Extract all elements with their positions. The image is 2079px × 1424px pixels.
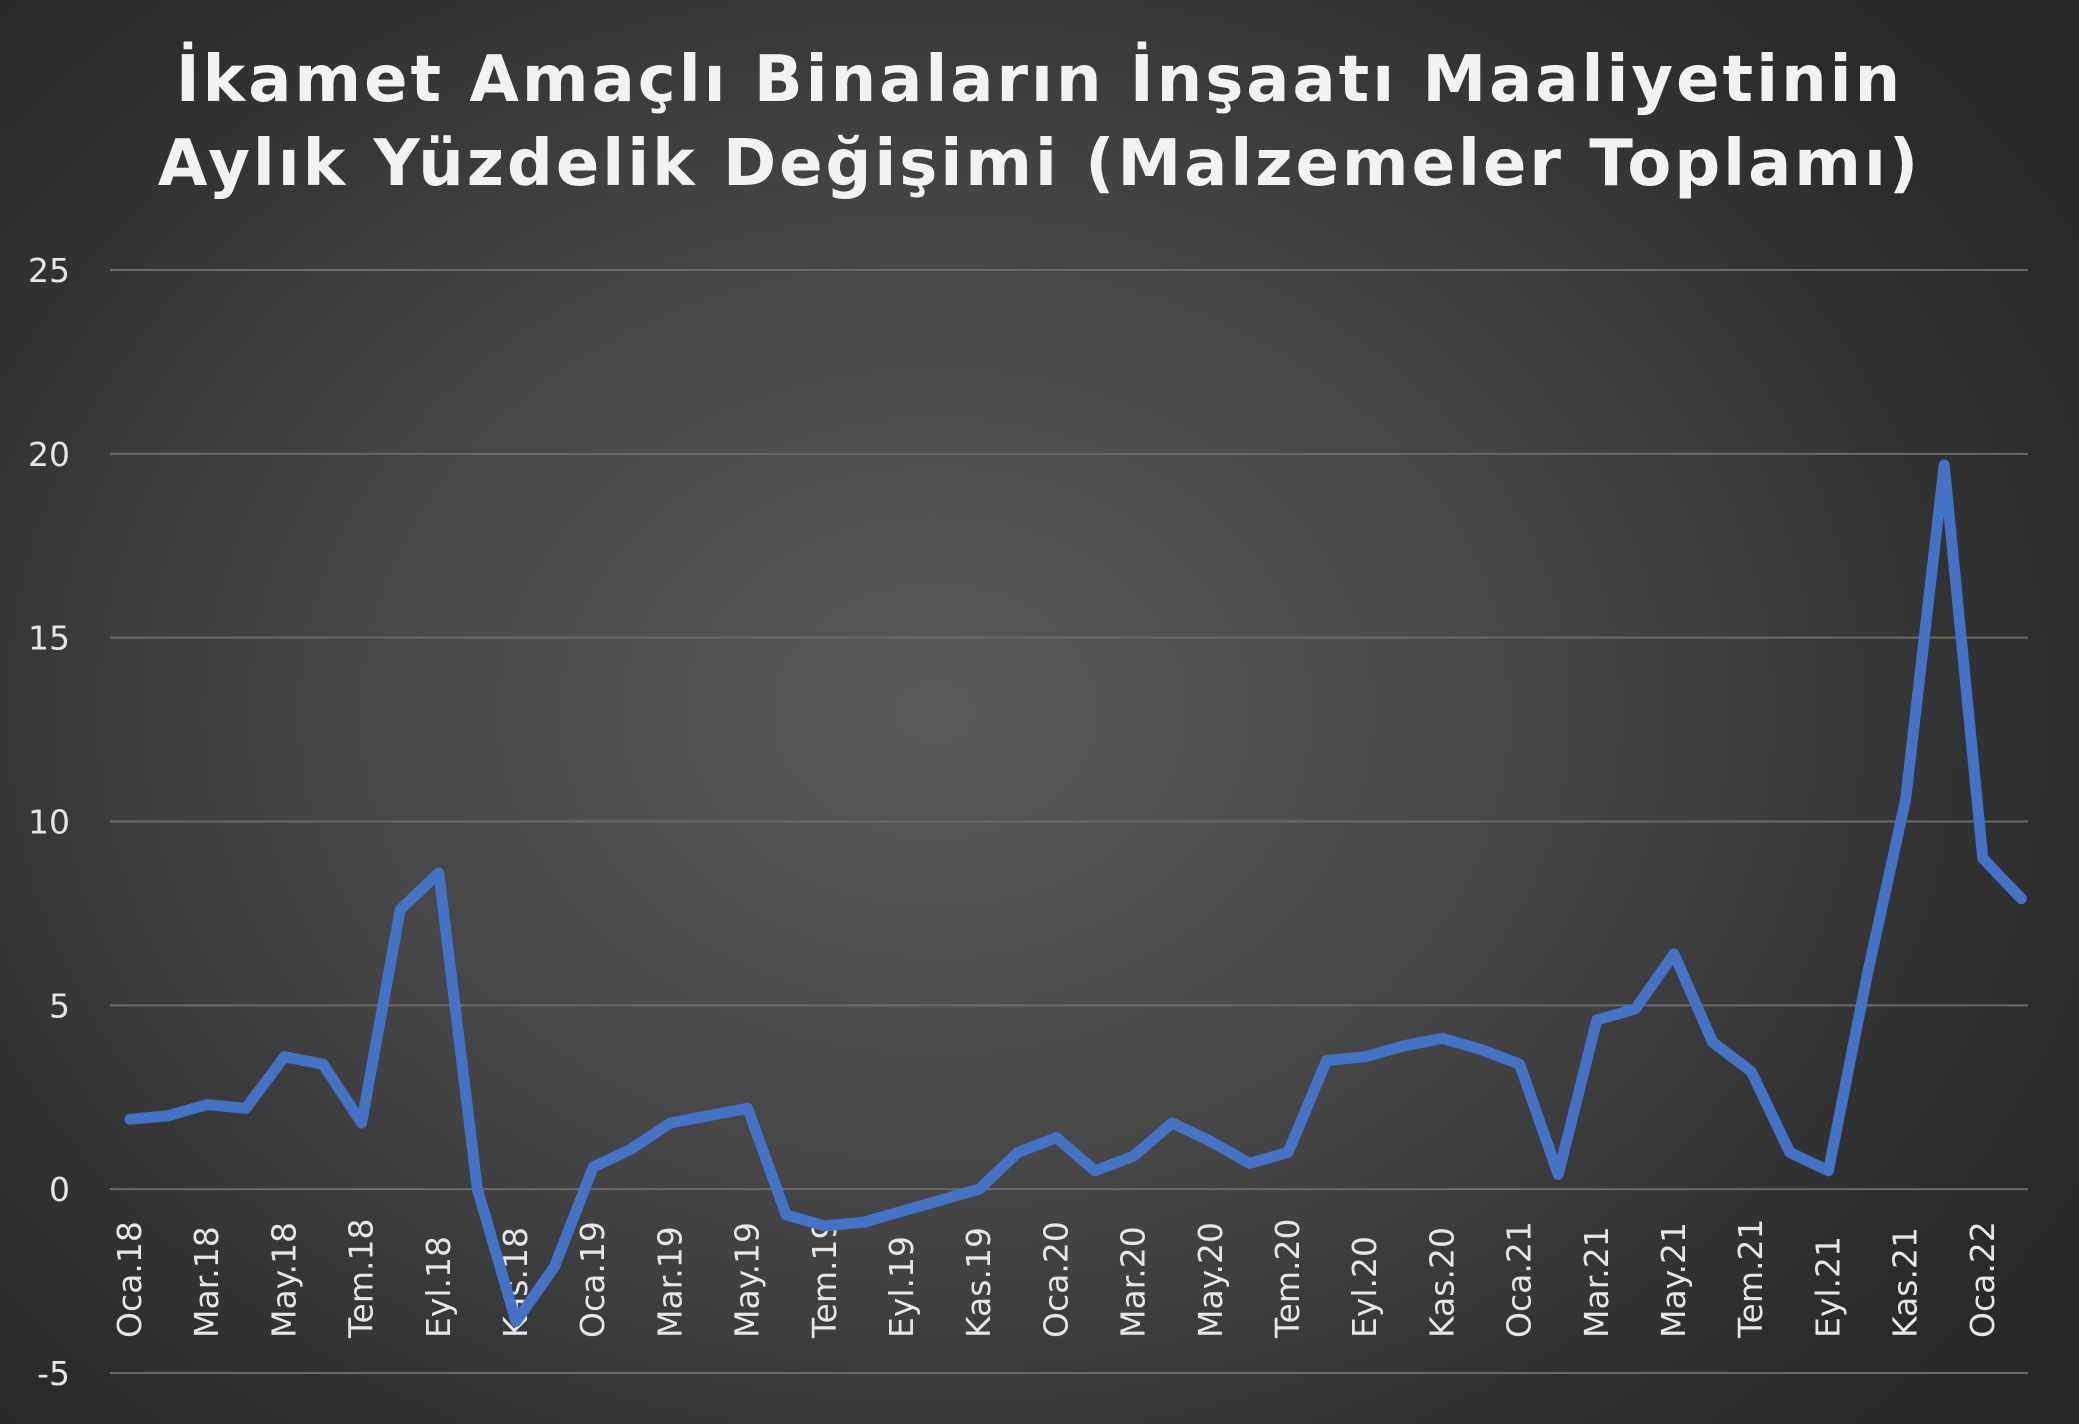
x-tick-label: Eyl.21 bbox=[1808, 1236, 1847, 1338]
y-tick-label: 5 bbox=[49, 986, 70, 1025]
x-tick-label: Tem.18 bbox=[342, 1219, 381, 1339]
x-tick-label: Mar.20 bbox=[1114, 1226, 1153, 1338]
x-axis-ticks: Oca.18 Mar.18 May.18 Tem.18 Eyl.18 Kas.18 Oca.… bbox=[110, 1219, 2002, 1339]
y-tick-label: 20 bbox=[28, 435, 70, 474]
x-tick-label: Oca.18 bbox=[110, 1221, 149, 1338]
y-tick-label: 25 bbox=[28, 251, 70, 290]
y-tick-label: -5 bbox=[37, 1354, 70, 1393]
x-tick-label: Tem.20 bbox=[1268, 1219, 1307, 1339]
x-tick-label: Oca.21 bbox=[1500, 1221, 1539, 1338]
x-tick-label: Oca.22 bbox=[1963, 1221, 2002, 1338]
x-tick-label: May.18 bbox=[264, 1222, 303, 1338]
y-tick-label: 10 bbox=[28, 803, 70, 842]
x-tick-label: Mar.18 bbox=[187, 1226, 226, 1338]
x-tick-label: May.20 bbox=[1191, 1222, 1230, 1338]
x-tick-label: May.19 bbox=[728, 1222, 767, 1338]
series-layer bbox=[124, 459, 2027, 1327]
x-tick-label: Eyl.18 bbox=[419, 1236, 458, 1338]
x-tick-label: Tem.21 bbox=[1731, 1219, 1770, 1339]
chart-title-line-2: Aylık Yüzdelik Değişimi (Malzemeler Topl… bbox=[157, 127, 1922, 201]
chart-title: İkamet Amaçlı Binaların İnşaatı Maaliyet… bbox=[0, 38, 2079, 206]
x-tick-label: Mar.21 bbox=[1577, 1226, 1616, 1338]
chart-title-line-1: İkamet Amaçlı Binaların İnşaatı Maaliyet… bbox=[175, 43, 1904, 117]
x-tick-label: Kas.19 bbox=[959, 1227, 998, 1338]
y-tick-label: 0 bbox=[49, 1170, 70, 1209]
y-tick-label: 15 bbox=[28, 619, 70, 658]
x-tick-label: Kas.21 bbox=[1886, 1227, 1925, 1338]
series-line bbox=[124, 459, 2027, 1327]
x-tick-label: Oca.20 bbox=[1036, 1221, 1075, 1338]
x-tick-label: Mar.19 bbox=[650, 1226, 689, 1338]
x-tick-label: Tem.19 bbox=[805, 1219, 844, 1339]
y-axis-ticks: -5 0 5 10 15 20 25 bbox=[28, 251, 70, 1393]
gridlines bbox=[110, 269, 2028, 1374]
x-tick-label: Oca.19 bbox=[573, 1221, 612, 1338]
x-tick-label: Eyl.20 bbox=[1345, 1236, 1384, 1338]
x-tick-label: May.21 bbox=[1654, 1222, 1693, 1338]
x-tick-label: Kas.20 bbox=[1422, 1227, 1461, 1338]
x-tick-label: Eyl.19 bbox=[882, 1236, 921, 1338]
